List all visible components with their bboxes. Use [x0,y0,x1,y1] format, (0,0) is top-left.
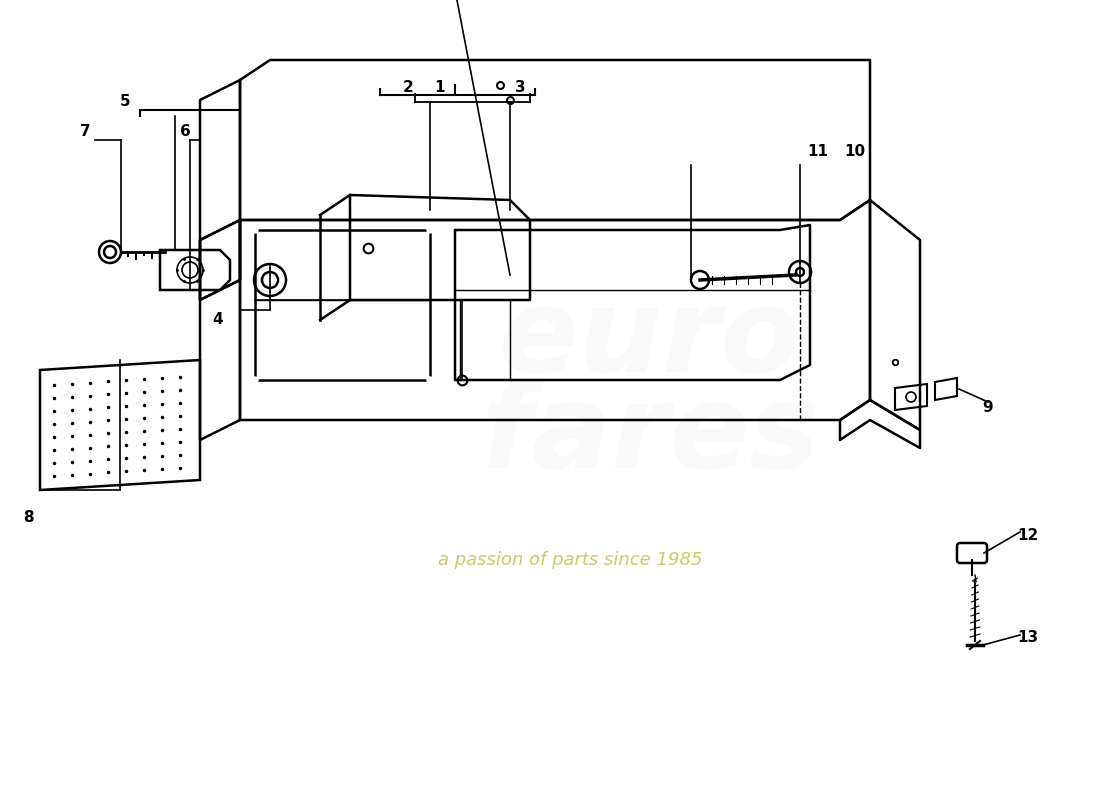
Text: 8: 8 [23,510,33,526]
Text: 5: 5 [120,94,130,110]
Text: 4: 4 [212,313,223,327]
Text: 11: 11 [807,145,828,159]
Circle shape [427,377,433,383]
Text: 9: 9 [982,401,993,415]
Text: 3: 3 [515,81,526,95]
Text: 10: 10 [845,145,866,159]
Text: 6: 6 [179,125,190,139]
Text: 13: 13 [1018,630,1038,646]
Circle shape [252,227,258,233]
FancyBboxPatch shape [957,543,987,563]
Text: euro: euro [498,282,802,398]
Text: 7: 7 [79,125,90,139]
Text: 1: 1 [434,81,446,95]
Text: 12: 12 [1018,527,1038,542]
Text: fares: fares [481,378,820,493]
Circle shape [252,377,258,383]
Text: 2: 2 [403,81,414,95]
Circle shape [427,227,433,233]
Text: a passion of parts since 1985: a passion of parts since 1985 [438,551,702,569]
